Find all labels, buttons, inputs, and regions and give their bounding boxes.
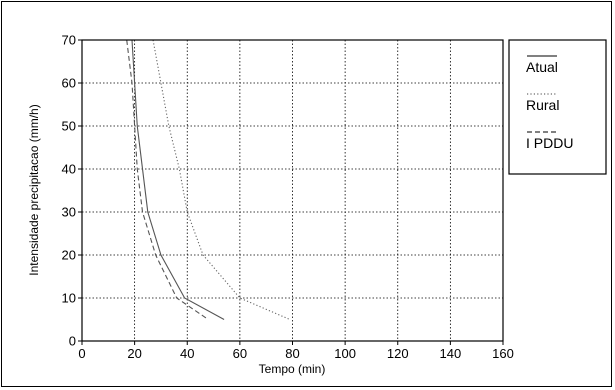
y-tick-label-1: 10 [62, 291, 76, 306]
y-tick-label-4: 40 [62, 162, 76, 177]
series-layer [126, 39, 291, 321]
legend-label-i-pddu: I PDDU [526, 135, 573, 151]
legend-label-atual: Atual [526, 59, 558, 75]
y-axis-label: Intensidade precipitacao (mm/h) [27, 104, 41, 275]
x-tick-label-8: 160 [492, 346, 514, 361]
y-tick-label-5: 50 [62, 119, 76, 134]
x-tick-label-7: 140 [440, 346, 462, 361]
x-axis-label: Tempo (min) [259, 362, 326, 376]
x-tick-label-6: 120 [387, 346, 409, 361]
y-tick-label-0: 0 [69, 334, 76, 349]
x-tick-label-2: 40 [180, 346, 194, 361]
legend-box [508, 39, 607, 175]
y-tick-label-2: 20 [62, 248, 76, 263]
y-tick-label-6: 60 [62, 76, 76, 91]
series-line-rural [152, 39, 291, 321]
x-tick-label-3: 60 [233, 346, 247, 361]
series-line-i-pddu [126, 39, 209, 320]
y-tick-label-7: 70 [62, 33, 76, 48]
ticks: 0 20 40 60 80 100 120 140 160 0 10 20 30 40 50 60 70 [62, 33, 514, 362]
x-tick-label-1: 20 [127, 346, 141, 361]
x-tick-label-0: 0 [78, 346, 85, 361]
x-tick-label-5: 100 [334, 346, 356, 361]
y-tick-label-3: 30 [62, 205, 76, 220]
series-line-atual [131, 39, 225, 320]
legend-label-rural: Rural [526, 97, 559, 113]
x-tick-label-4: 80 [285, 346, 299, 361]
legend: Atual Rural I PDDU [508, 39, 607, 175]
